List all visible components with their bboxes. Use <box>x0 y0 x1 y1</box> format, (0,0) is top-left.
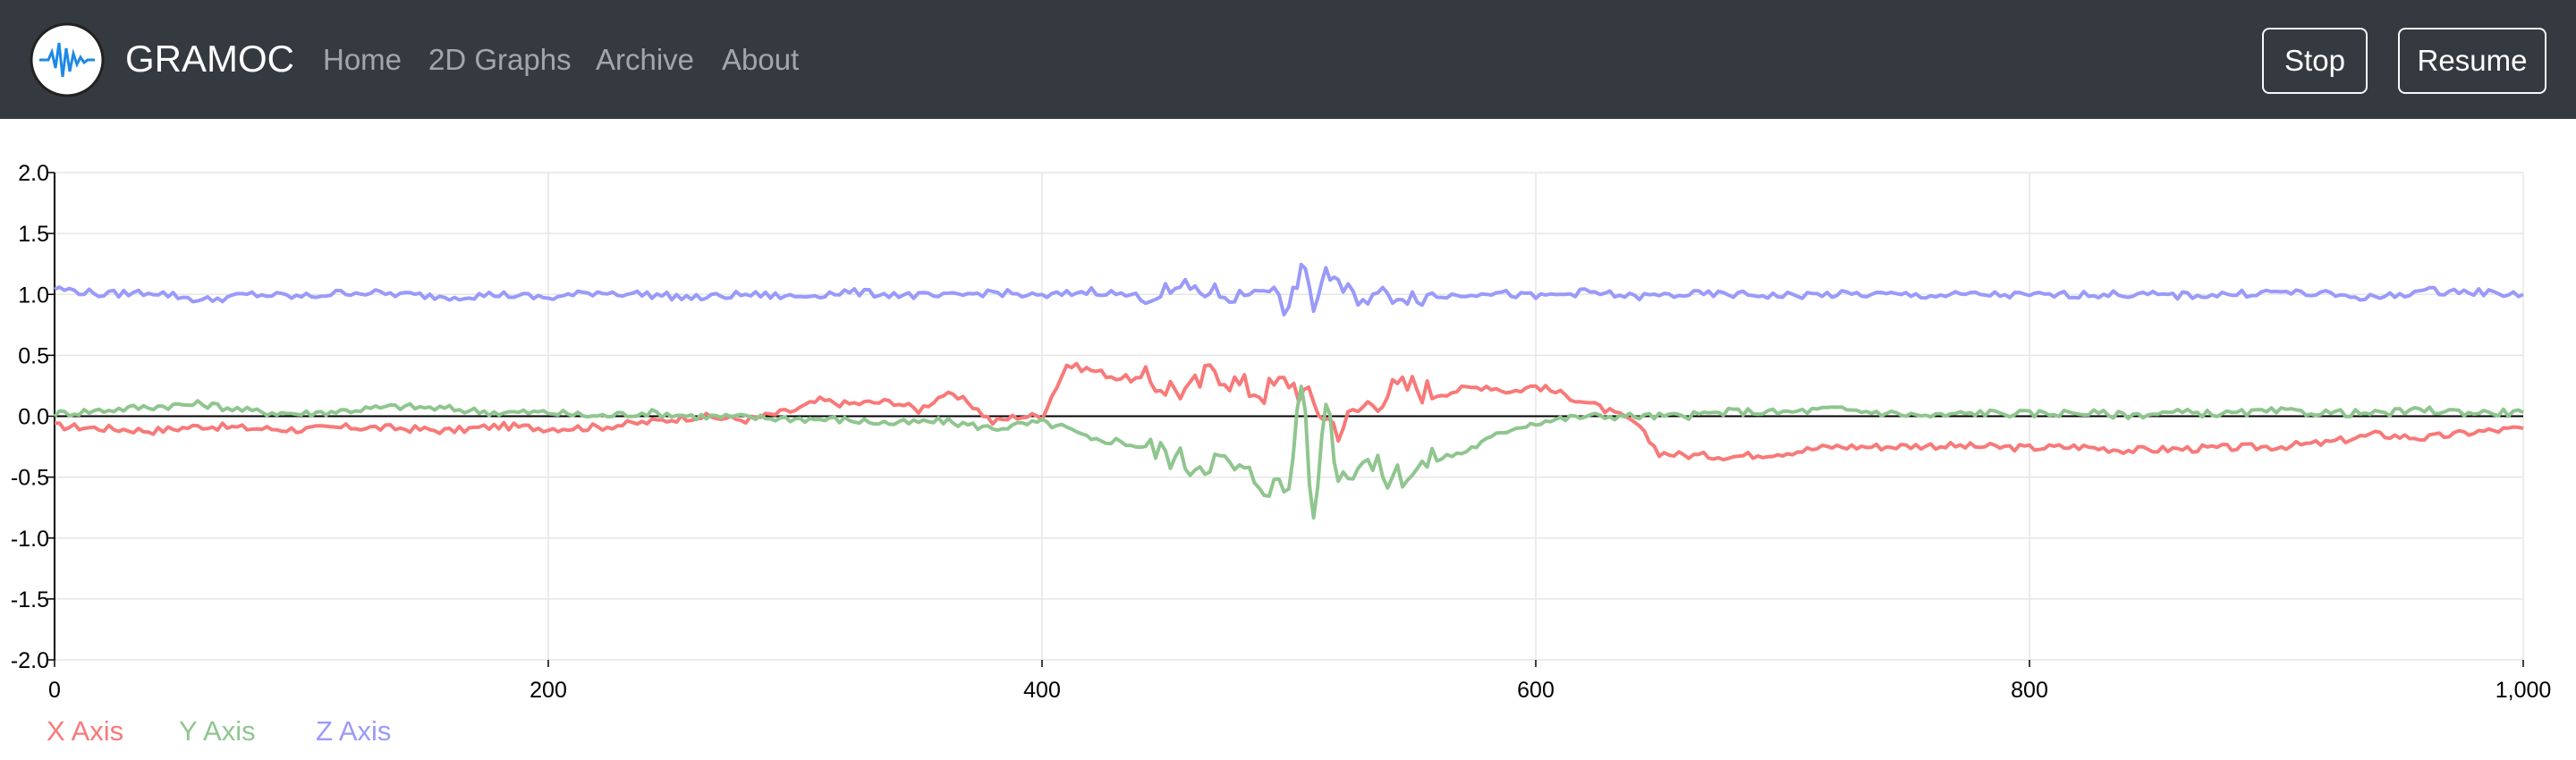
chart-axes: -2.0 -1.5 -1.0 -0.5 0.0 0.5 1.0 1.5 2.0 0 200 400 60… <box>11 161 2551 703</box>
nav-link-archive[interactable]: Archive <box>596 43 695 76</box>
y-tick-label: 0.5 <box>18 343 49 368</box>
y-tick-label: 0.0 <box>18 405 49 430</box>
legend-item-z-axis[interactable]: Z Axis <box>316 715 391 747</box>
x-tick-label: 1,000 <box>2496 678 2552 703</box>
nav-link-2d-graphs[interactable]: 2D Graphs <box>428 43 572 76</box>
legend-item-y-axis[interactable]: Y Axis <box>179 715 256 747</box>
x-tick-label: 400 <box>1023 678 1061 703</box>
x-tick-label: 0 <box>48 678 61 703</box>
legend-item-x-axis[interactable]: X Axis <box>47 715 123 747</box>
resume-button[interactable]: Resume <box>2398 28 2546 94</box>
nav-link-about[interactable]: About <box>722 43 800 76</box>
y-tick-label: 1.5 <box>18 222 49 247</box>
y-tick-label: -1.5 <box>11 587 49 612</box>
y-tick-label: -2.0 <box>11 648 49 673</box>
y-tick-label: -0.5 <box>11 466 49 491</box>
x-tick-label: 800 <box>2011 678 2048 703</box>
waveform-icon[interactable] <box>29 21 106 98</box>
y-tick-label: 2.0 <box>18 161 49 186</box>
chart-legend: X Axis Y Axis Z Axis <box>47 715 391 747</box>
chart-series <box>53 262 2524 520</box>
navbar: GRAMOC Home 2D Graphs Archive About Stop… <box>0 0 2576 119</box>
line-chart: -2.0 -1.5 -1.0 -0.5 0.0 0.5 1.0 1.5 2.0 0 200 400 60… <box>11 161 2551 747</box>
series-line-x-axis <box>55 361 2524 462</box>
nav-link-home[interactable]: Home <box>323 43 402 76</box>
series-line-y-axis <box>53 384 2524 520</box>
brand-name[interactable]: GRAMOC <box>125 38 294 80</box>
x-tick-label: 200 <box>530 678 567 703</box>
x-tick-label: 600 <box>1517 678 1555 703</box>
y-tick-label: -1.0 <box>11 527 49 552</box>
stop-button[interactable]: Stop <box>2262 28 2368 94</box>
y-tick-label: 1.0 <box>18 283 49 308</box>
chart-container: -2.0 -1.5 -1.0 -0.5 0.0 0.5 1.0 1.5 2.0 0 200 400 60… <box>0 119 2576 760</box>
series-line-z-axis <box>54 262 2524 317</box>
